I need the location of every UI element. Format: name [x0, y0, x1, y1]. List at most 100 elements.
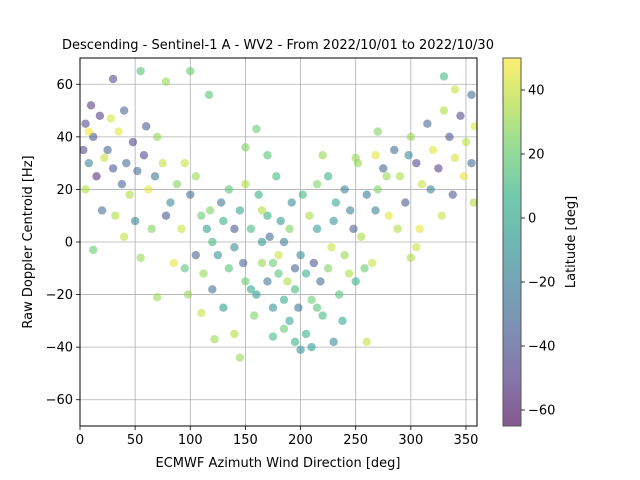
data-point: [224, 264, 234, 273]
data-point: [106, 114, 116, 123]
data-point: [327, 243, 336, 252]
data-point: [274, 250, 283, 260]
data-point: [144, 185, 153, 194]
data-point: [323, 172, 333, 181]
data-point: [191, 172, 200, 181]
data-point: [334, 290, 344, 299]
data-point: [92, 172, 101, 181]
data-point: [108, 74, 118, 84]
data-point: [450, 85, 460, 94]
data-point: [467, 90, 476, 100]
x-tick-label: 150: [233, 433, 258, 448]
data-point: [426, 185, 435, 194]
data-point: [316, 277, 325, 286]
data-point: [417, 179, 427, 189]
data-point: [268, 332, 278, 341]
data-point: [117, 179, 127, 189]
colorbar-tick-label: 20: [528, 148, 545, 163]
data-point: [119, 232, 129, 241]
data-point: [312, 224, 322, 234]
data-point: [169, 258, 178, 268]
data-point: [230, 243, 239, 252]
data-point: [390, 145, 399, 155]
data-point: [208, 237, 217, 247]
data-point: [318, 311, 327, 320]
y-tick-label: 60: [56, 78, 73, 93]
data-point: [125, 190, 134, 199]
data-point: [371, 206, 380, 215]
data-point: [362, 190, 371, 199]
data-point: [279, 237, 289, 247]
data-point: [351, 153, 360, 163]
data-point: [263, 211, 272, 220]
y-axis-label: Raw Doppler Centroid [Hz]: [21, 155, 36, 328]
data-point: [230, 329, 239, 339]
data-point: [108, 164, 118, 173]
data-point: [199, 269, 208, 278]
data-point: [257, 206, 267, 215]
data-point: [345, 206, 355, 215]
data-point: [111, 211, 120, 220]
data-point: [219, 216, 228, 226]
data-point: [351, 277, 360, 286]
x-tick-label: 300: [398, 433, 423, 448]
data-point: [100, 153, 109, 163]
data-point: [307, 342, 316, 352]
data-point: [272, 172, 281, 181]
data-point: [279, 295, 289, 305]
data-point: [119, 106, 129, 115]
data-point: [152, 293, 162, 302]
data-point: [197, 211, 206, 220]
x-tick-label: 250: [343, 433, 368, 448]
data-point: [183, 290, 193, 299]
data-point: [122, 158, 131, 168]
data-point: [415, 224, 424, 234]
data-point: [257, 258, 267, 268]
colorbar-label: Latitude [deg]: [564, 196, 579, 288]
data-point: [373, 185, 382, 194]
data-point: [401, 198, 410, 207]
data-point: [296, 250, 305, 260]
data-point: [252, 124, 261, 134]
data-point: [323, 264, 333, 273]
data-point: [86, 101, 96, 110]
data-point: [309, 258, 318, 268]
data-point: [81, 119, 90, 128]
colorbar: [502, 57, 522, 427]
data-point: [252, 290, 261, 299]
data-point: [205, 206, 215, 215]
data-point: [279, 324, 289, 333]
data-point: [136, 66, 145, 76]
data-point: [230, 224, 239, 234]
data-point: [84, 158, 94, 168]
data-point: [448, 190, 457, 199]
data-point: [456, 111, 465, 121]
colorbar-tick-label: −60: [528, 404, 555, 419]
y-tick-label: −40: [46, 341, 73, 356]
data-point: [114, 127, 123, 136]
data-point: [161, 211, 171, 220]
data-point: [235, 353, 245, 362]
data-point: [186, 190, 195, 199]
data-point: [166, 198, 175, 207]
data-point: [287, 198, 296, 207]
data-point: [470, 122, 477, 131]
data-point: [368, 258, 377, 268]
data-point: [340, 185, 349, 194]
data-point: [301, 329, 311, 339]
data-point: [180, 264, 189, 273]
data-point: [373, 127, 382, 136]
data-point: [412, 243, 421, 252]
data-point: [191, 250, 200, 260]
data-point: [263, 151, 272, 160]
data-point: [294, 303, 303, 312]
data-point: [423, 119, 432, 128]
data-point: [197, 308, 206, 318]
data-point: [128, 137, 138, 147]
data-point: [152, 132, 162, 142]
data-point: [263, 277, 272, 286]
colorbar-tick-label: 0: [528, 212, 536, 227]
data-point: [296, 345, 305, 354]
data-point: [241, 179, 250, 189]
data-point: [406, 132, 416, 142]
